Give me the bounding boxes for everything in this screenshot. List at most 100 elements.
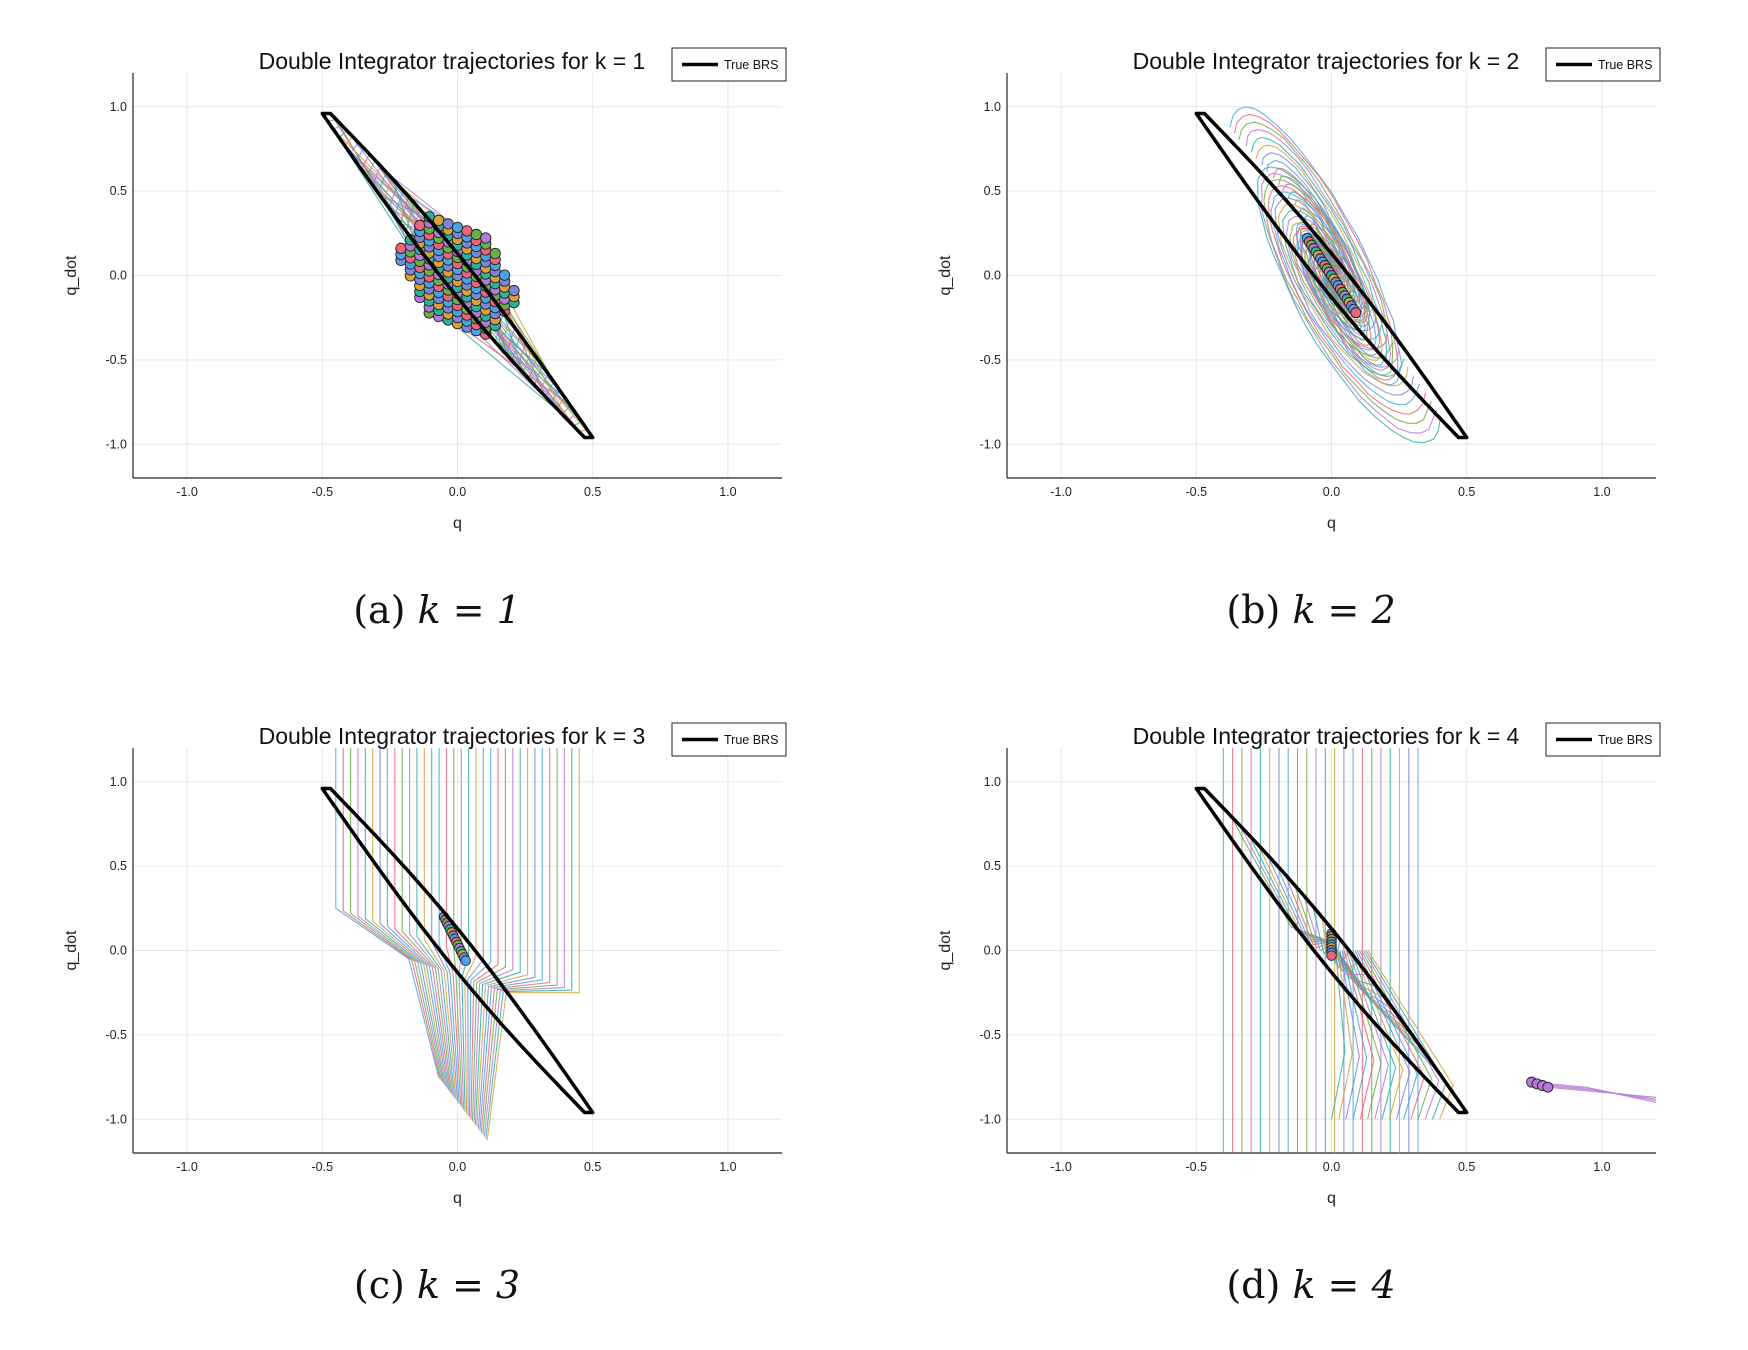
trajectory-line	[1339, 950, 1360, 1120]
trajectory-line	[388, 183, 398, 209]
trajectory-line	[473, 748, 514, 1124]
y-tick-label: 1.0	[110, 100, 127, 114]
trajectory-line	[386, 748, 450, 1091]
panel-b: -1.0 -0.5 0.0 0.5 1.0 -1.0 -0.5 0.0 0.5 1.0 q q_dot…	[874, 0, 1748, 675]
trajectory-line	[377, 171, 387, 194]
trajectory-line	[1542, 1084, 1656, 1100]
y-tick-label: -1.0	[979, 437, 1001, 451]
y-axis-label: q_dot	[937, 930, 954, 971]
y-axis-label: q_dot	[937, 255, 954, 296]
trajectory-line	[1536, 1083, 1656, 1102]
x-tick-label: 0.5	[1458, 485, 1475, 499]
x-tick-label: 0.0	[449, 485, 466, 499]
trajectory-line	[474, 748, 521, 1126]
trajectory-line	[1341, 950, 1368, 1120]
chart-a: -1.0 -0.5 0.0 0.5 1.0 -1.0 -0.5 0.0 0.5 1.0 q q_dot…	[63, 47, 787, 532]
x-tick-label: -0.5	[1186, 1160, 1208, 1174]
legend-label: True BRS	[724, 733, 778, 747]
panel-d: -1.0 -0.5 0.0 0.5 1.0 -1.0 -0.5 0.0 0.5 1.0 q q_dot…	[874, 675, 1748, 1350]
trajectory-line	[364, 748, 446, 1085]
trajectory-line	[1363, 950, 1440, 1120]
trajectory-line	[470, 748, 499, 1120]
caption-b: (b) k = 2	[874, 588, 1748, 632]
trajectory-line	[476, 748, 529, 1127]
trajectory-line	[1361, 950, 1433, 1120]
trajectory-line	[1345, 950, 1382, 1120]
y-tick-label: 1.0	[984, 100, 1001, 114]
trajectory-line	[349, 142, 359, 154]
chart-title: Double Integrator trajectories for k = 1	[259, 48, 646, 74]
panel-c: -1.0 -0.5 0.0 0.5 1.0 -1.0 -0.5 0.0 0.5 1.0 q q_dot…	[0, 675, 874, 1350]
x-tick-label: 0.5	[584, 485, 601, 499]
caption-b-prefix: (b)	[1226, 588, 1281, 632]
x-axis-label: q	[453, 515, 462, 532]
x-tick-label: -0.5	[1186, 485, 1208, 499]
y-tick-label: -1.0	[105, 1112, 127, 1126]
trajectory-line	[468, 748, 492, 1118]
trajectory-line	[357, 748, 444, 1083]
endpoint-marker	[461, 225, 473, 237]
chart-title: Double Integrator trajectories for k = 3	[259, 723, 646, 749]
caption-c-prefix: (c)	[353, 1263, 405, 1307]
chart-b: -1.0 -0.5 0.0 0.5 1.0 -1.0 -0.5 0.0 0.5 1.0 q q_dot…	[937, 47, 1661, 532]
y-tick-label: -0.5	[979, 1028, 1001, 1042]
x-axis-label: q	[453, 1190, 462, 1207]
endpoint-marker	[498, 269, 511, 281]
legend-label: True BRS	[1598, 58, 1652, 72]
caption-d: (d) k = 4	[874, 1263, 1748, 1307]
trajectory-line	[394, 190, 404, 217]
caption-d-prefix: (d)	[1226, 1263, 1281, 1307]
trajectory-line	[399, 196, 410, 224]
true-brs-boundary	[320, 786, 595, 1115]
endpoint-marker	[480, 232, 492, 244]
y-tick-label: 1.0	[984, 775, 1001, 789]
endpoint-marker	[470, 228, 482, 241]
trajectory-line	[360, 153, 370, 170]
trajectory-line	[379, 748, 448, 1089]
caption-b-math: k = 2	[1292, 588, 1396, 632]
trajectory-line	[1275, 864, 1332, 943]
true-brs-boundary	[1194, 111, 1469, 440]
y-tick-label: -1.0	[979, 1112, 1001, 1126]
grid	[133, 748, 782, 1153]
trajectory-line	[1257, 166, 1441, 444]
x-tick-label: 0.5	[584, 1160, 601, 1174]
trajectory-line	[401, 748, 453, 1095]
trajectory-line	[371, 165, 382, 186]
escaped-endpoint-marker	[1542, 1081, 1554, 1093]
y-tick-label: -0.5	[105, 1028, 127, 1042]
x-tick-label: 1.0	[1593, 485, 1610, 499]
trajectory-line	[497, 294, 569, 421]
trajectory-line	[482, 748, 558, 1135]
legend-label: True BRS	[1598, 733, 1652, 747]
y-tick-label: 0.0	[984, 269, 1001, 283]
chart-c: -1.0 -0.5 0.0 0.5 1.0 -1.0 -0.5 0.0 0.5 1.0 q q_dot…	[63, 722, 787, 1207]
trajectory-line	[1347, 950, 1389, 1120]
x-tick-label: -1.0	[176, 485, 198, 499]
caption-a: (a) k = 1	[0, 588, 874, 632]
endpoint-marker	[395, 242, 407, 254]
endpoint-marker	[433, 214, 445, 227]
x-tick-label: 0.0	[449, 1160, 466, 1174]
endpoint-marker	[1326, 950, 1337, 961]
trajectory-line	[477, 748, 536, 1129]
legend: True BRS	[671, 47, 787, 82]
y-axis-label: q_dot	[63, 255, 80, 296]
endpoint-marker	[460, 955, 471, 966]
chart-d: -1.0 -0.5 0.0 0.5 1.0 -1.0 -0.5 0.0 0.5 1.0 q q_dot…	[937, 722, 1661, 1207]
endpoint-markers	[395, 211, 520, 340]
trajectory-line	[464, 748, 477, 1114]
y-tick-label: 0.5	[110, 184, 127, 198]
trajectory-line	[1343, 950, 1375, 1120]
chart-title: Double Integrator trajectories for k = 4	[1133, 723, 1520, 749]
y-axis-label: q_dot	[63, 930, 80, 971]
y-tick-label: 0.5	[984, 859, 1001, 873]
x-axis-label: q	[1327, 1190, 1336, 1207]
trajectory-line	[409, 748, 454, 1097]
x-tick-label: -1.0	[176, 1160, 198, 1174]
x-tick-label: 1.0	[719, 485, 736, 499]
trajectory-line	[416, 748, 456, 1099]
y-tick-label: 1.0	[110, 775, 127, 789]
trajectory-line	[423, 748, 457, 1101]
grid	[133, 73, 782, 478]
